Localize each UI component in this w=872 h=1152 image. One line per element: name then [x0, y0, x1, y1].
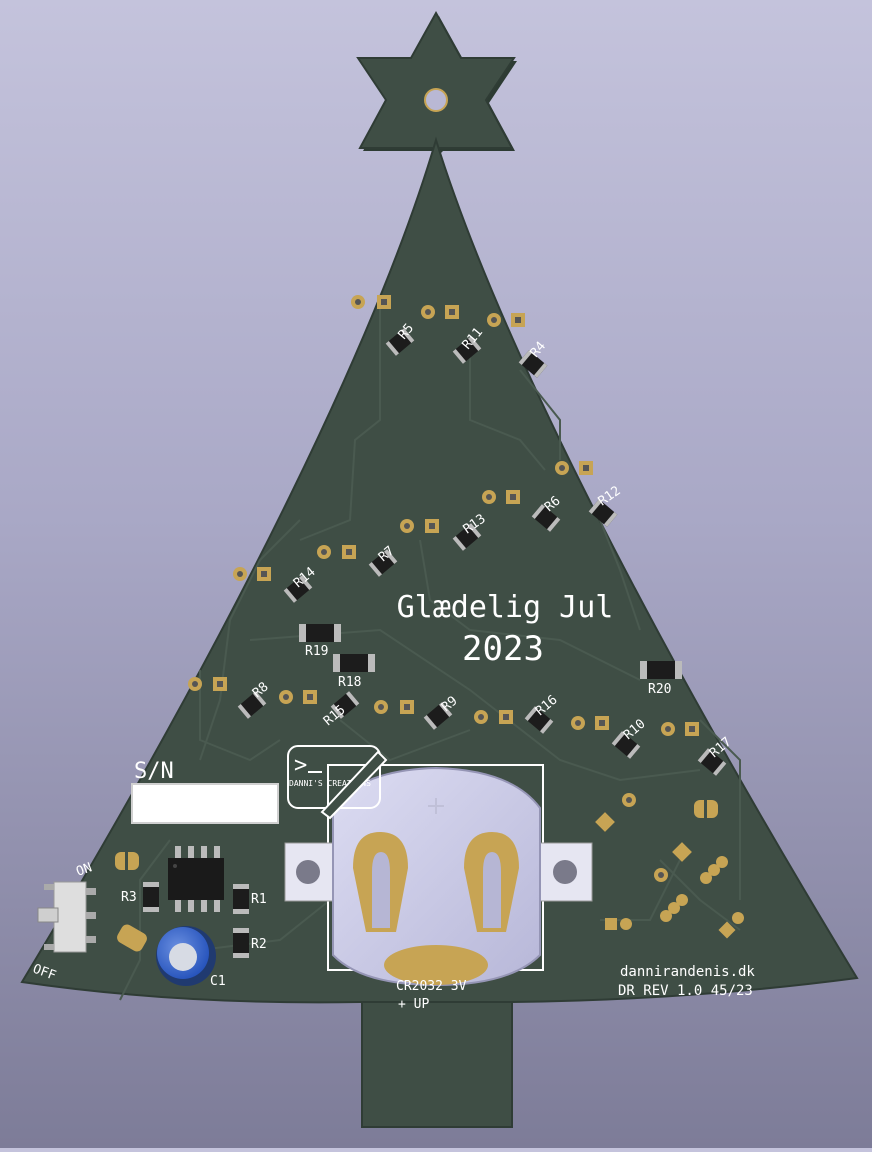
slide-switch: [37, 881, 96, 953]
ic-chip: [168, 846, 224, 912]
battery-polarity: + UP: [398, 997, 429, 1012]
battery-label: CR2032 3V: [396, 979, 467, 994]
label-r19: R19: [305, 644, 328, 659]
led-pads: [115, 295, 744, 952]
switch-on-label: ON: [74, 860, 94, 879]
logo-text: DANNI'S CREATIONS: [289, 779, 371, 788]
greeting-title: Glædelig Jul: [397, 590, 614, 625]
hanging-hole: [424, 88, 448, 112]
label-r1: R1: [251, 892, 267, 907]
label-r20: R20: [648, 682, 671, 697]
label-r18: R18: [338, 675, 361, 690]
sn-label: S/N: [134, 759, 174, 784]
greeting-year: 2023: [462, 629, 544, 669]
danni-creations-logo: > DANNI'S CREATIONS: [287, 745, 388, 820]
logo-glyph: >: [294, 753, 307, 778]
revision-text: DR REV 1.0 45/23: [618, 983, 753, 999]
smd-resistors: [143, 328, 727, 958]
serial-number-box: [131, 783, 279, 824]
website-text: dannirandenis.dk: [620, 964, 755, 980]
label-r2: R2: [251, 937, 267, 952]
star-ornament: [356, 10, 517, 155]
capacitor-c1: [156, 926, 216, 986]
label-c1: C1: [210, 974, 226, 989]
label-r3: R3: [121, 890, 137, 905]
copper-traces: [119, 300, 741, 1001]
battery-holder: [284, 764, 593, 987]
